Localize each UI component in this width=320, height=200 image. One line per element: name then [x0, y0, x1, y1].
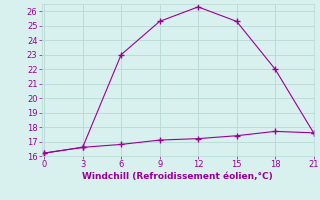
X-axis label: Windchill (Refroidissement éolien,°C): Windchill (Refroidissement éolien,°C) [82, 172, 273, 181]
